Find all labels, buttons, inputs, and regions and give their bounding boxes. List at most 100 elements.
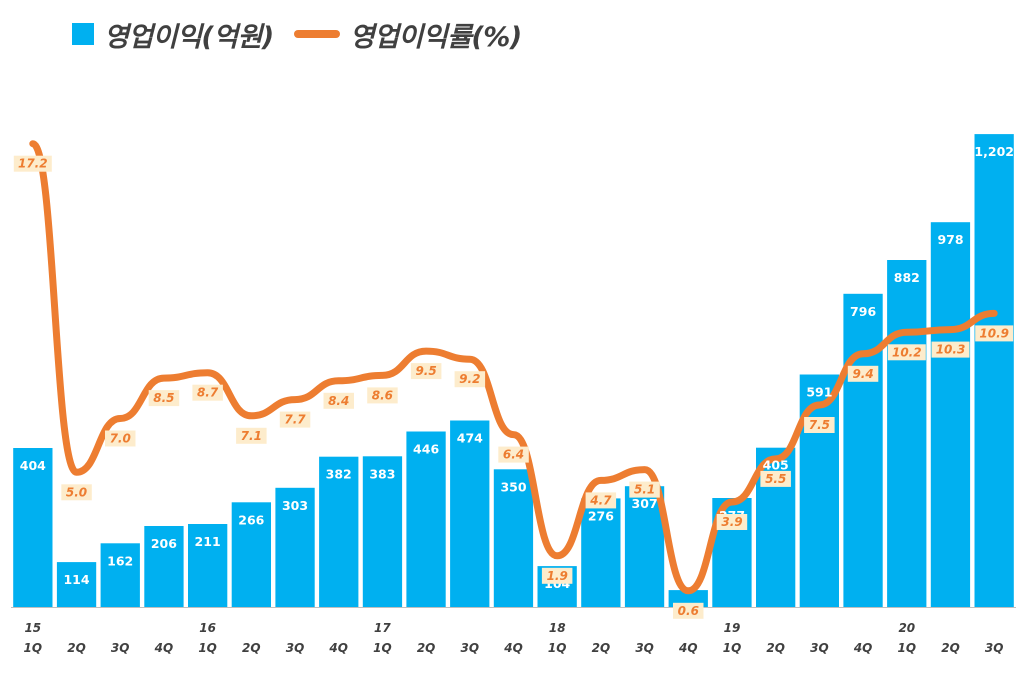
bar-9 [406,431,446,607]
line-value-label-15: 0.6 [678,604,699,618]
bar-value-label-19: 796 [850,304,876,319]
line-value-label-11: 6.4 [503,448,524,462]
line-value-label-17: 5.5 [765,472,786,486]
x-tick-year-20: 20 [898,621,915,635]
x-tick-year-0: 15 [24,621,41,635]
bar-5 [231,502,271,607]
bar-0 [13,448,53,607]
bar-14 [624,486,665,607]
legend-bar-swatch [72,23,94,45]
x-tick-quarter-5: 2Q [242,641,261,655]
legend-item-operating-profit: 영업이익(억원) [72,15,274,54]
line-value-label-18: 7.5 [809,418,830,432]
line-label-bg-8 [367,387,398,404]
line-label-bg-16 [716,514,748,530]
bar-15 [668,590,708,607]
line-value-label-5: 7.1 [241,429,262,443]
bar-3 [144,526,184,607]
x-tick-quarter-13: 2Q [592,641,611,655]
x-tick-quarter-22: 3Q [985,641,1004,655]
chart-legend: 영업이익(억원) 영업이익률(%) [72,12,542,56]
line-value-label-0: 17.2 [18,157,48,171]
line-value-label-21: 10.3 [936,343,966,357]
line-label-bg-5 [236,427,267,444]
line-label-bg-12 [541,567,573,584]
bar-value-label-8: 383 [369,466,395,481]
bar-value-label-5: 266 [238,512,264,527]
legend-bar-label: 영업이익(억원) [104,21,274,53]
bar-11 [493,469,534,607]
bar-8 [362,456,403,607]
line-value-label-7: 8.4 [328,394,349,408]
bar-value-label-7: 382 [326,467,352,482]
line-label-bg-17 [760,470,791,487]
x-tick-quarter-7: 4Q [328,641,348,655]
bar-value-label-10: 474 [457,431,483,446]
line-value-label-13: 4.7 [589,493,612,507]
line-label-bg-6 [279,411,311,428]
x-tick-labels: 15 16 17 18 19 20 1Q 2Q 3Q 4Q 1Q 2Q 3Q 4Q 1Q 2Q 3Q 4Q 1Q 2Q… [24,621,1004,655]
bar-22 [974,134,1014,607]
x-tick-year-16: 19 [724,621,741,635]
x-tick-quarter-19: 4Q [853,641,873,655]
line-label-bg-22 [975,325,1014,342]
bar-value-label-1: 114 [63,572,89,587]
bar-21 [930,222,971,607]
bar-value-label-4: 211 [195,534,221,549]
x-tick-year-8: 17 [374,621,391,635]
bar-20 [887,260,927,607]
x-tick-year-4: 16 [199,621,216,635]
bar-7 [319,456,359,607]
line-value-label-4: 8.7 [197,386,219,400]
bar-value-label-0: 404 [20,458,46,473]
line-label-bg-14 [629,481,660,498]
bar-value-label-20: 882 [894,270,920,285]
x-tick-quarter-4: 1Q [198,641,217,655]
x-tick-quarter-0: 1Q [24,641,43,655]
bar-13 [581,498,621,607]
bar-1 [56,562,97,607]
line-data-labels: 17.2 5.0 7.0 8.5 8.7 7.1 7.7 8.4 8.6 9.5 9.2 6.4 1.9… [13,155,1014,619]
bar-series [13,134,1014,607]
bar-value-label-11: 350 [500,479,526,494]
x-tick-quarter-2: 3Q [111,641,130,655]
bar-19 [843,293,883,607]
bar-6 [275,487,315,607]
bar-value-label-6: 303 [282,498,308,513]
bar-value-label-22: 1,202 [974,144,1014,159]
line-value-label-10: 9.2 [459,372,480,386]
line-label-bg-2 [105,430,136,447]
line-label-bg-10 [454,371,486,388]
line-series [29,140,998,595]
bar-value-label-9: 446 [413,442,439,457]
line-label-bg-15 [673,602,704,619]
legend-line-label: 영업이익률(%) [349,21,522,53]
bar-10 [450,420,490,607]
bar-value-label-3: 206 [151,536,177,551]
line-label-bg-4 [192,384,223,401]
bar-value-label-21: 978 [937,232,963,247]
bar-value-label-14: 307 [632,496,658,511]
x-tick-quarter-11: 4Q [503,641,523,655]
x-tick-year-12: 18 [549,621,566,635]
x-tick-quarter-9: 2Q [417,641,436,655]
line-value-label-19: 9.4 [852,367,873,381]
line-label-bg-7 [323,392,354,409]
bar-4 [188,524,228,607]
line-label-bg-9 [410,363,442,380]
line-value-label-3: 8.5 [153,391,174,405]
line-value-label-14: 5.1 [634,483,655,497]
x-tick-quarter-3: 4Q [154,641,174,655]
bar-value-label-13: 276 [588,508,614,523]
x-tick-quarter-17: 2Q [766,641,785,655]
line-label-bg-0 [13,155,52,172]
x-tick-quarter-18: 3Q [810,641,829,655]
line-value-label-2: 7.0 [110,432,131,446]
x-tick-quarter-21: 2Q [941,641,960,655]
x-tick-quarter-1: 2Q [67,641,86,655]
legend-item-operating-margin: 영업이익률(%) [293,15,522,54]
bar-value-label-18: 591 [806,385,832,400]
line-label-bg-18 [804,417,835,433]
bar-2 [100,543,140,607]
